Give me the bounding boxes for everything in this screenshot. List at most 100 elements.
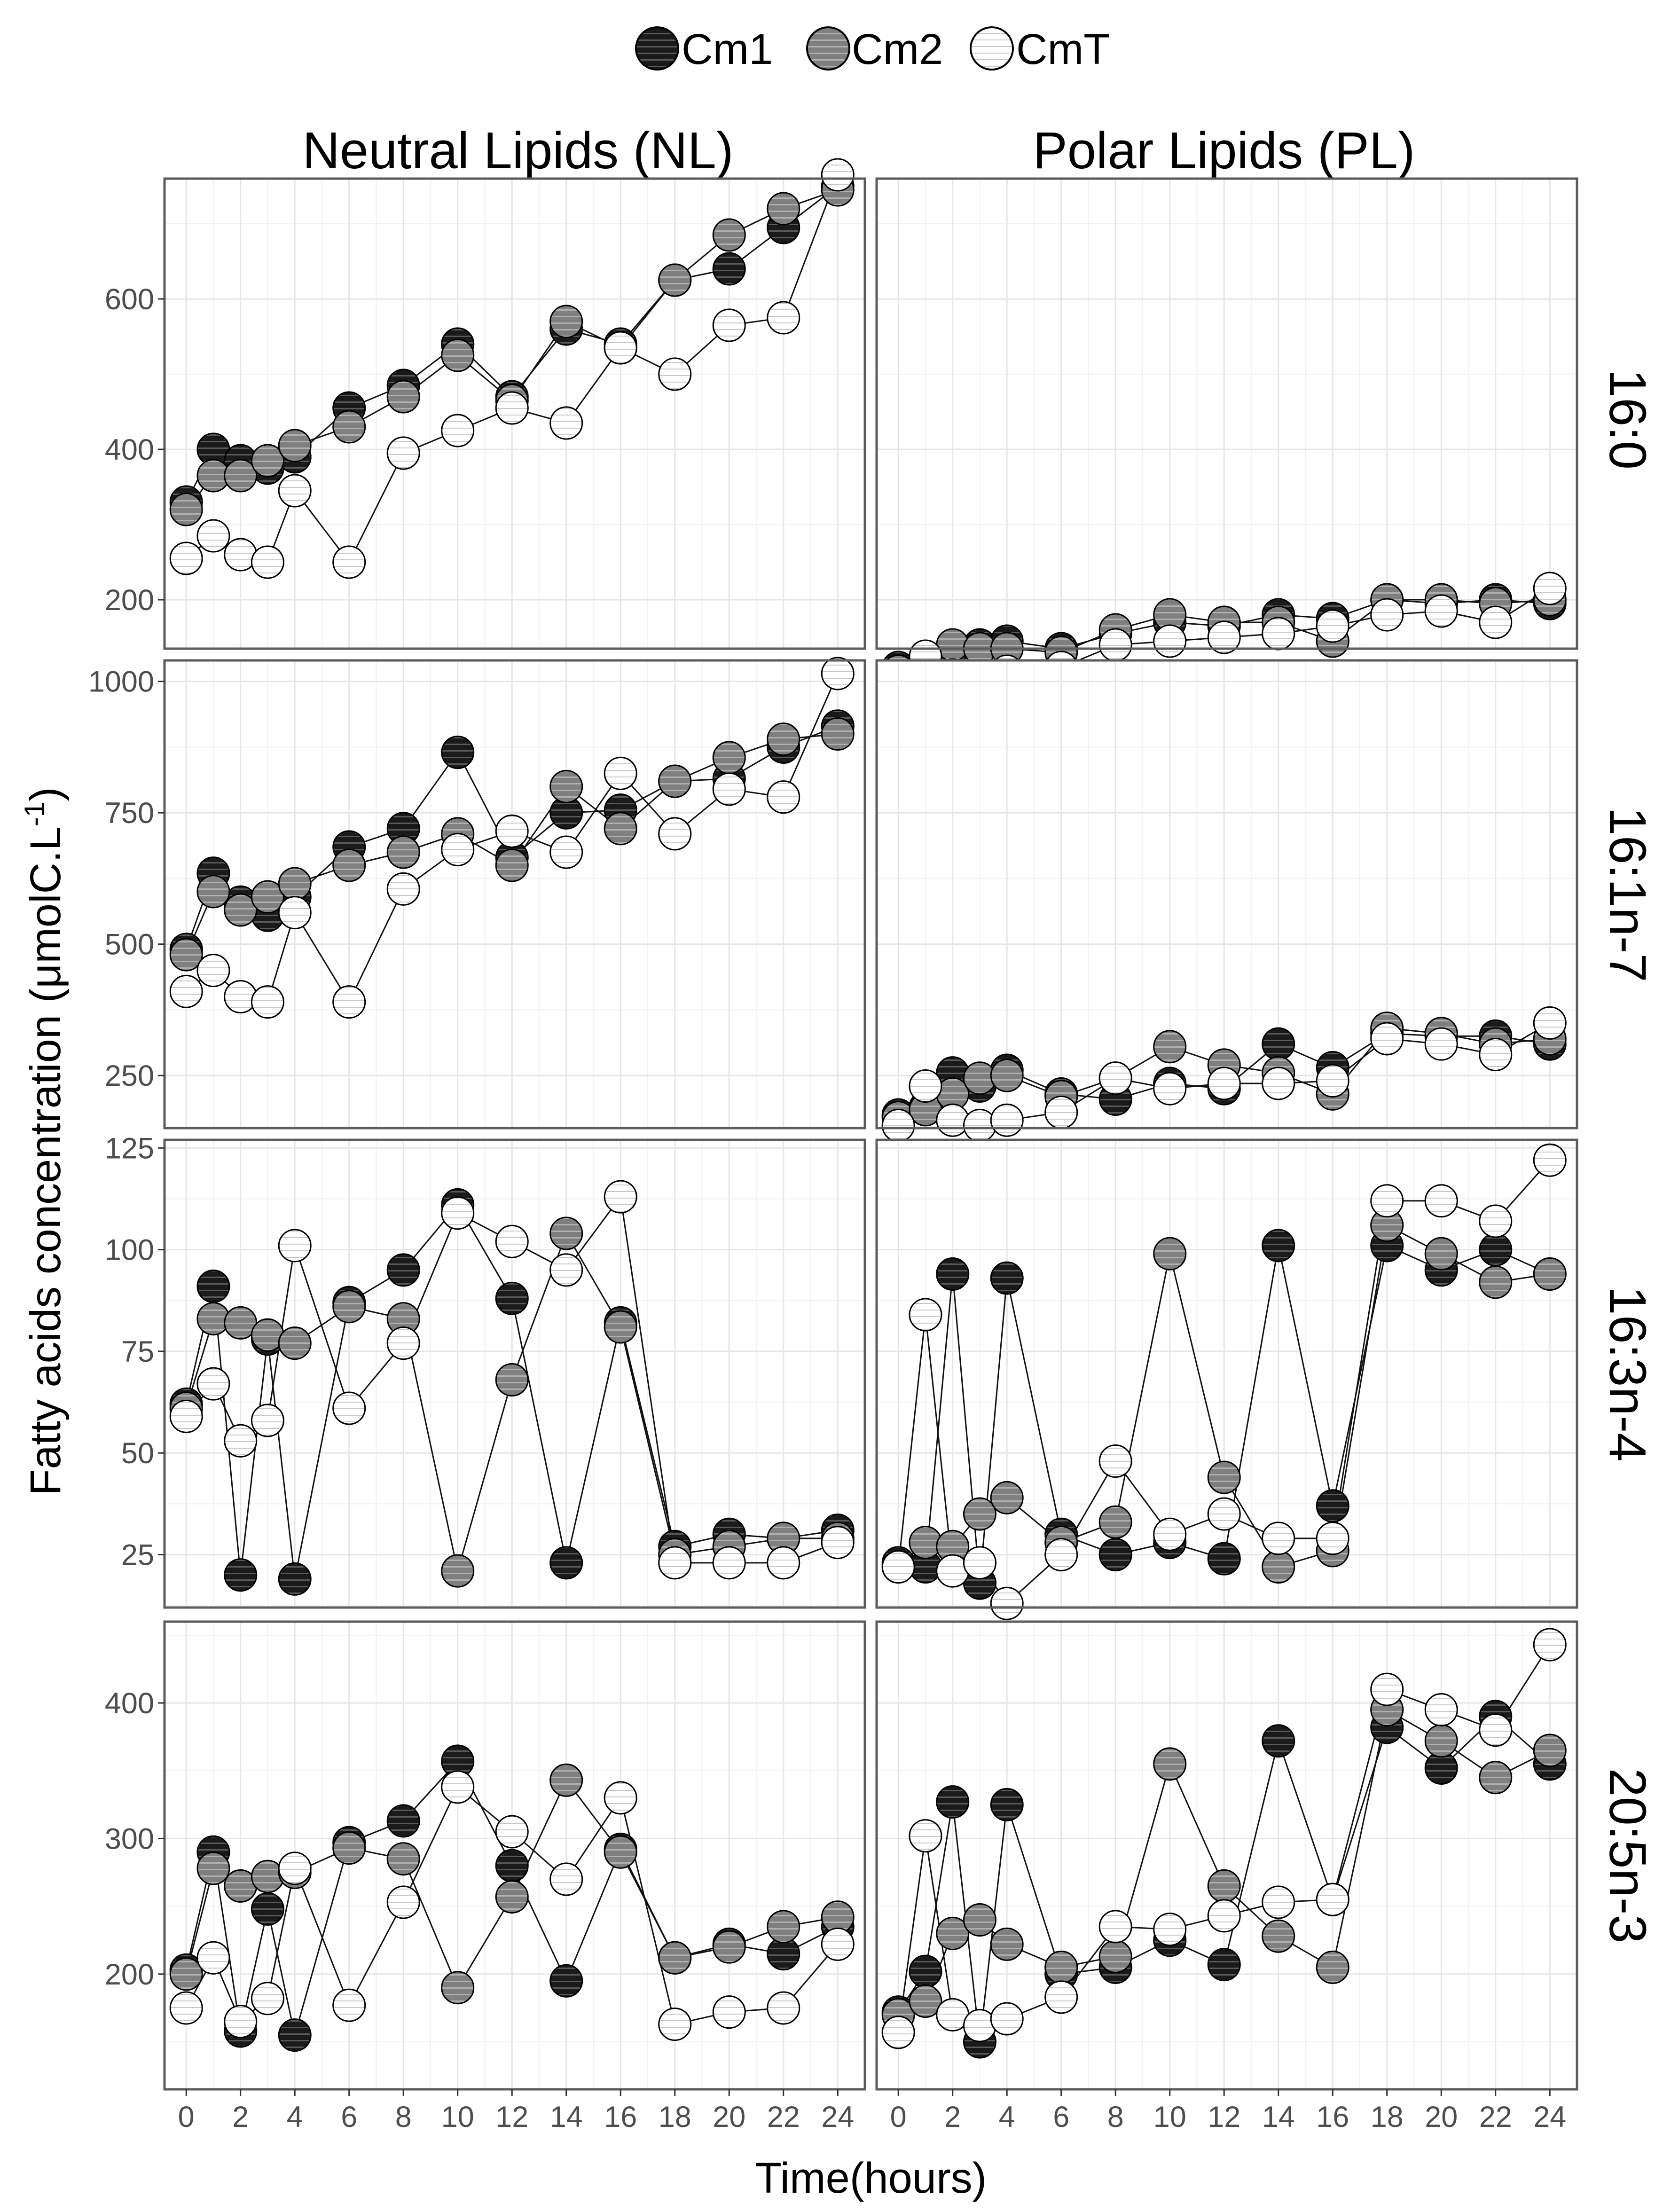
- data-point-cmt: [963, 1546, 996, 1580]
- y-axis-title: Fatty acids concentration (μmolC.L-1): [19, 787, 70, 1495]
- data-point-cm2: [767, 192, 800, 226]
- data-point-cm1: [495, 1281, 529, 1315]
- data-point-cm2: [169, 493, 203, 526]
- y-tick-label: 600: [105, 283, 154, 316]
- data-point-cm2: [332, 410, 366, 444]
- data-point-cmt: [990, 1103, 1024, 1137]
- x-tick-label: 16: [1316, 2101, 1349, 2134]
- data-point-cmt: [441, 414, 475, 447]
- x-tick-label: 12: [1208, 2101, 1240, 2134]
- x-tick-label: 24: [1533, 2101, 1566, 2134]
- x-tick-label: 14: [550, 2101, 583, 2134]
- data-point-cm2: [963, 1497, 996, 1531]
- data-point-cm2: [441, 1554, 475, 1588]
- y-tick-label: 400: [105, 1687, 154, 1720]
- data-point-cmt: [1207, 1899, 1241, 1933]
- data-point-cm1: [278, 2018, 312, 2052]
- x-tick-label: 20: [713, 2101, 745, 2134]
- legend-label-cm1: Cm1: [682, 25, 773, 73]
- data-point-cmt: [767, 780, 800, 814]
- data-point-cm2: [1207, 1460, 1241, 1494]
- data-point-cmt: [386, 1885, 420, 1919]
- data-point-cmt: [332, 545, 366, 579]
- data-point-cmt: [990, 2002, 1024, 2036]
- data-point-cm2: [990, 1059, 1024, 1092]
- data-point-cmt: [658, 357, 692, 391]
- data-point-cmt: [278, 474, 312, 508]
- data-point-cm2: [169, 938, 203, 972]
- data-point-cmt: [1316, 1522, 1349, 1555]
- data-point-cmt: [224, 1424, 258, 1458]
- x-tick-label: 14: [1262, 2101, 1295, 2134]
- y-tick-label: 500: [105, 928, 154, 961]
- data-point-cmt: [1153, 1913, 1187, 1946]
- data-point-cm2: [332, 1831, 366, 1865]
- data-point-cm2: [278, 429, 312, 463]
- x-tick-label: 4: [287, 2101, 303, 2134]
- data-point-cmt: [495, 814, 529, 848]
- data-point-cm1: [495, 1849, 529, 1883]
- data-point-cm2: [658, 263, 692, 297]
- data-point-cm2: [549, 769, 583, 803]
- data-point-cmt: [278, 1851, 312, 1885]
- data-point-cmt: [441, 832, 475, 866]
- data-point-cmt: [332, 1988, 366, 2022]
- data-point-cm1: [278, 1562, 312, 1596]
- legend-marker-cmt: [970, 26, 1014, 71]
- data-point-cmt: [1207, 1497, 1241, 1531]
- panel-border: [163, 1620, 866, 2091]
- x-tick-label: 18: [659, 2101, 691, 2134]
- data-point-cmt: [251, 985, 284, 1019]
- data-point-cmt: [1370, 598, 1404, 632]
- y-axis-title-superscript: -1: [19, 801, 50, 826]
- data-point-cmt: [1533, 1143, 1567, 1177]
- panel-r1-c1: [875, 659, 1578, 1142]
- data-point-cm1: [1262, 1229, 1295, 1263]
- column-title-polar-lipids: Polar Lipids (PL): [1033, 122, 1415, 180]
- x-tick-label: 2: [944, 2101, 961, 2134]
- data-point-cmt: [1098, 628, 1132, 662]
- data-point-cmt: [224, 980, 258, 1014]
- data-point-cmt: [278, 896, 312, 930]
- data-point-cm2: [712, 741, 746, 775]
- data-point-cm2: [658, 764, 692, 798]
- data-point-cm2: [386, 1842, 420, 1876]
- data-point-cmt: [1044, 1538, 1078, 1572]
- data-point-cm1: [386, 1253, 420, 1287]
- data-point-cm2: [963, 1903, 996, 1937]
- panel-r3-c1: 0 2 4 6 8 10 12 14 16 18 20 22 24: [875, 1620, 1578, 2134]
- data-point-cm1: [1098, 1538, 1132, 1572]
- data-point-cm2: [495, 848, 529, 882]
- data-point-cm1: [1207, 1542, 1241, 1576]
- data-point-cmt: [169, 1991, 203, 2025]
- panel-r0-c0: 200 400 600: [105, 158, 866, 650]
- data-point-cmt: [1098, 1910, 1132, 1944]
- data-point-cm2: [1153, 1747, 1187, 1781]
- row-title-16-1n-7: 16:1n-7: [1599, 807, 1656, 982]
- data-point-cmt: [821, 657, 855, 690]
- data-point-cmt: [1424, 1027, 1458, 1061]
- data-point-cm2: [1262, 1550, 1295, 1584]
- data-point-cmt: [1044, 1980, 1078, 2014]
- data-point-cmt: [1098, 1061, 1132, 1095]
- data-point-cmt: [1207, 620, 1241, 654]
- data-point-cm2: [278, 1326, 312, 1360]
- data-point-cmt: [767, 301, 800, 335]
- data-point-cm2: [251, 444, 284, 478]
- data-point-cm2: [1533, 1734, 1567, 1767]
- data-point-cm1: [549, 1546, 583, 1580]
- data-point-cm1: [441, 736, 475, 769]
- data-point-cmt: [1479, 1037, 1513, 1071]
- data-point-cmt: [196, 1367, 230, 1401]
- data-point-cmt: [196, 954, 230, 988]
- data-point-cm2: [441, 1971, 475, 2005]
- data-point-cmt: [251, 1404, 284, 1437]
- data-point-cmt: [909, 1069, 942, 1103]
- panel-r2-c1: [875, 1138, 1578, 1620]
- data-point-cm2: [224, 893, 258, 927]
- x-tick-label: 22: [767, 2101, 800, 2134]
- data-point-cmt: [1044, 1095, 1078, 1129]
- data-point-cmt: [196, 519, 230, 553]
- data-point-cm2: [251, 880, 284, 914]
